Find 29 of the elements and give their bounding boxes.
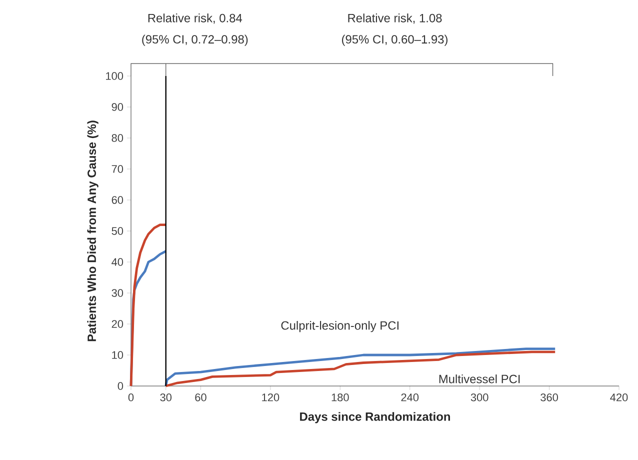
x-tick-label: 0 bbox=[128, 394, 134, 402]
x-tick-label: 120 bbox=[262, 394, 280, 402]
series-label: Multivessel PCI bbox=[439, 374, 520, 384]
text: Relative risk, 0.84 bbox=[148, 14, 242, 24]
series-label: Culprit-lesion-only PCI bbox=[281, 320, 398, 332]
y-tick-label: 10 bbox=[112, 351, 124, 359]
y-tick-label: 70 bbox=[112, 165, 124, 173]
y-tick-label: 80 bbox=[112, 134, 124, 142]
y-tick-label: 30 bbox=[112, 289, 124, 297]
x-tick-label: 360 bbox=[540, 394, 558, 402]
x-tick-label: 60 bbox=[195, 394, 206, 402]
x-tick-label: 240 bbox=[401, 394, 419, 402]
y-tick-label: 40 bbox=[112, 258, 124, 266]
y-tick-label: 90 bbox=[112, 103, 124, 111]
y-tick-label: 60 bbox=[112, 196, 124, 204]
text: Relative risk, 1.08 bbox=[348, 14, 442, 24]
y-tick-label: 20 bbox=[112, 320, 124, 328]
line-series bbox=[130, 224, 168, 388]
x-tick-label: 420 bbox=[610, 394, 628, 402]
y-axis-title: Patients Who Died from Any Cause (%) bbox=[87, 120, 98, 342]
x-tick-label: 300 bbox=[470, 394, 488, 402]
y-tick-label: 50 bbox=[112, 227, 124, 235]
text: (95% CI, 0.60–1.93) bbox=[342, 34, 448, 46]
y-tick-label: 0 bbox=[118, 382, 124, 390]
x-tick-label: 30 bbox=[160, 394, 172, 402]
x-tick-label: 180 bbox=[332, 394, 349, 402]
y-tick-label: 100 bbox=[106, 72, 124, 80]
x-axis-title: Days since Randomization bbox=[300, 412, 450, 424]
text: (95% CI, 0.72–0.98) bbox=[142, 34, 248, 46]
